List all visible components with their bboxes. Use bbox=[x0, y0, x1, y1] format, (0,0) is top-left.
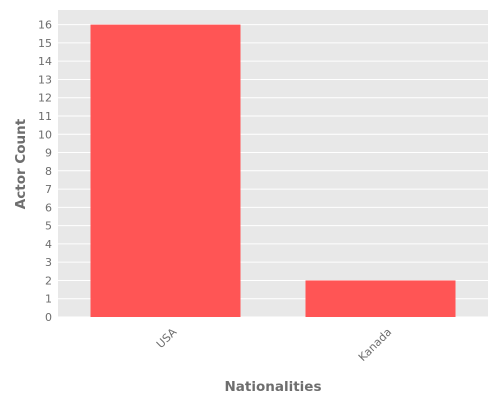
x-tick-label-kanada: Kanada bbox=[356, 326, 394, 364]
y-tick-label-14: 14 bbox=[38, 55, 52, 68]
y-tick-label-3: 3 bbox=[45, 256, 52, 269]
y-tick-label-12: 12 bbox=[38, 92, 52, 105]
y-tick-label-9: 9 bbox=[45, 147, 52, 160]
y-tick-label-1: 1 bbox=[45, 293, 52, 306]
y-tick-label-4: 4 bbox=[45, 238, 52, 251]
y-tick-label-2: 2 bbox=[45, 274, 52, 287]
y-tick-label-10: 10 bbox=[38, 128, 52, 141]
y-tick-label-11: 11 bbox=[38, 110, 52, 123]
y-axis-title: Actor Count bbox=[13, 118, 29, 209]
bar-usa bbox=[90, 24, 241, 317]
bars bbox=[90, 24, 456, 317]
y-tick-label-0: 0 bbox=[45, 311, 52, 324]
y-tick-label-13: 13 bbox=[38, 73, 52, 86]
y-tick-label-7: 7 bbox=[45, 183, 52, 196]
x-axis-title: Nationalities bbox=[224, 379, 321, 395]
bar-kanada bbox=[305, 280, 456, 317]
y-tick-label-5: 5 bbox=[45, 220, 52, 233]
y-tick-label-15: 15 bbox=[38, 37, 52, 50]
y-tick-label-16: 16 bbox=[38, 19, 52, 32]
x-tick-labels: USA Kanada bbox=[154, 325, 394, 364]
x-tick-label-usa: USA bbox=[154, 325, 180, 351]
y-tick-label-6: 6 bbox=[45, 201, 52, 214]
y-tick-label-8: 8 bbox=[45, 165, 52, 178]
